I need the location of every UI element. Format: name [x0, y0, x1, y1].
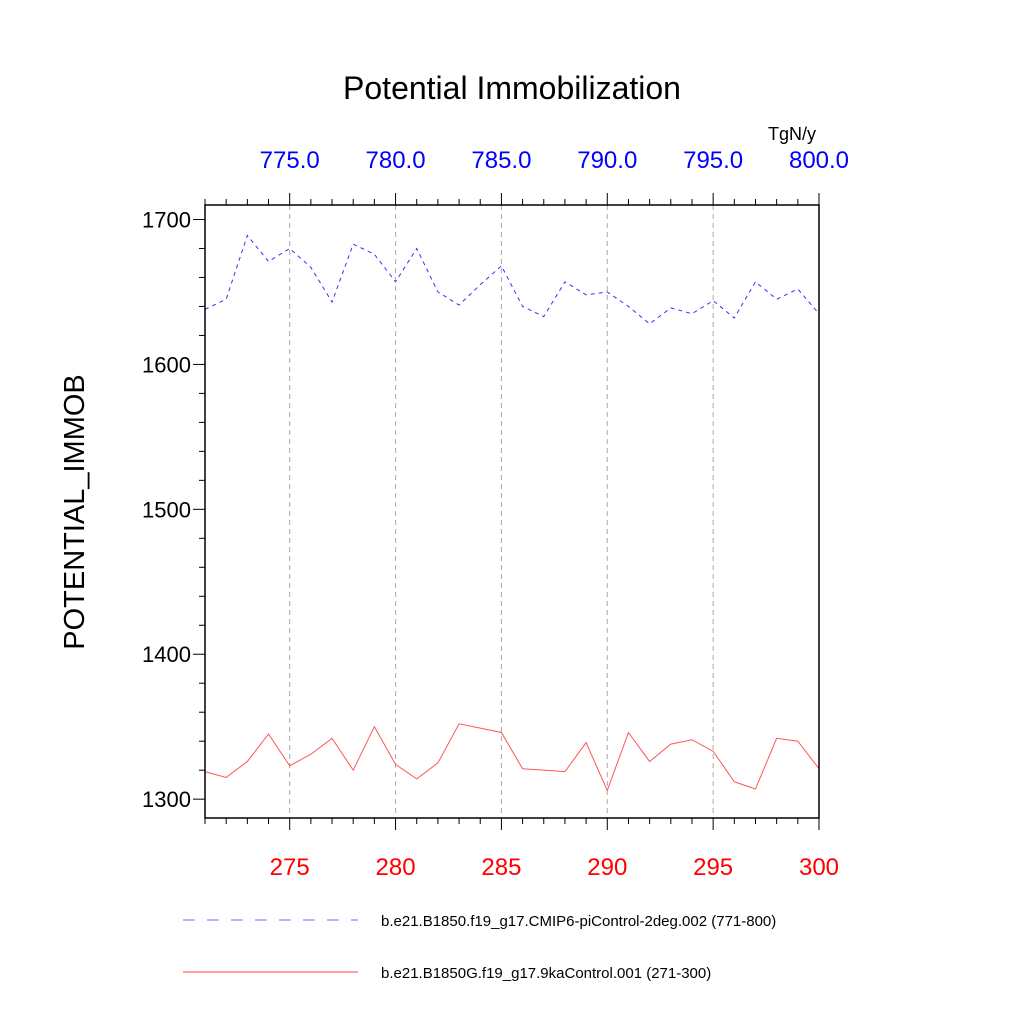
- x-bottom-tick-label: 300: [799, 854, 839, 881]
- y-tick-label: 1500: [142, 497, 191, 522]
- x-bottom-tick-label: 295: [693, 854, 733, 881]
- x-top-tick-label: 780.0: [366, 147, 426, 174]
- series-line-red: [204, 723, 820, 792]
- x-bottom-tick-label: 275: [270, 854, 310, 881]
- x-top-tick-label: 775.0: [260, 147, 320, 174]
- x-top-tick-label: 785.0: [471, 147, 531, 174]
- grid-lines: [289, 205, 714, 818]
- series-line-blue: [204, 234, 820, 325]
- y-tick-label: 1400: [142, 642, 191, 667]
- series-lines: [204, 234, 820, 792]
- x-top-tick-label: 790.0: [577, 147, 637, 174]
- x-top-tick-label: 795.0: [683, 147, 743, 174]
- legend-label-red: b.e21.B1850G.f19_g17.9kaControl.001 (271…: [381, 965, 711, 982]
- tick-labels: 1300 1400 1500 1600 1700 275 280 285 290 295 300 77…: [142, 147, 849, 881]
- x-bottom-tick-label: 290: [587, 854, 627, 881]
- units-label: TgN/y: [768, 124, 816, 144]
- axis-ticks: [193, 193, 820, 830]
- y-tick-label: 1300: [142, 787, 191, 812]
- x-bottom-tick-label: 280: [376, 854, 416, 881]
- chart-title: Potential Immobilization: [343, 70, 681, 106]
- legend-label-blue: b.e21.B1850.f19_g17.CMIP6-piControl-2deg…: [381, 913, 776, 930]
- y-axis-title: POTENTIAL_IMMOB: [59, 374, 91, 650]
- x-top-tick-label: 800.0: [789, 147, 849, 174]
- x-bottom-tick-label: 285: [481, 854, 521, 881]
- legend: b.e21.B1850.f19_g17.CMIP6-piControl-2deg…: [183, 913, 776, 982]
- y-tick-label: 1600: [142, 352, 191, 377]
- plot-frame: [204, 204, 820, 819]
- y-tick-label: 1700: [142, 207, 191, 232]
